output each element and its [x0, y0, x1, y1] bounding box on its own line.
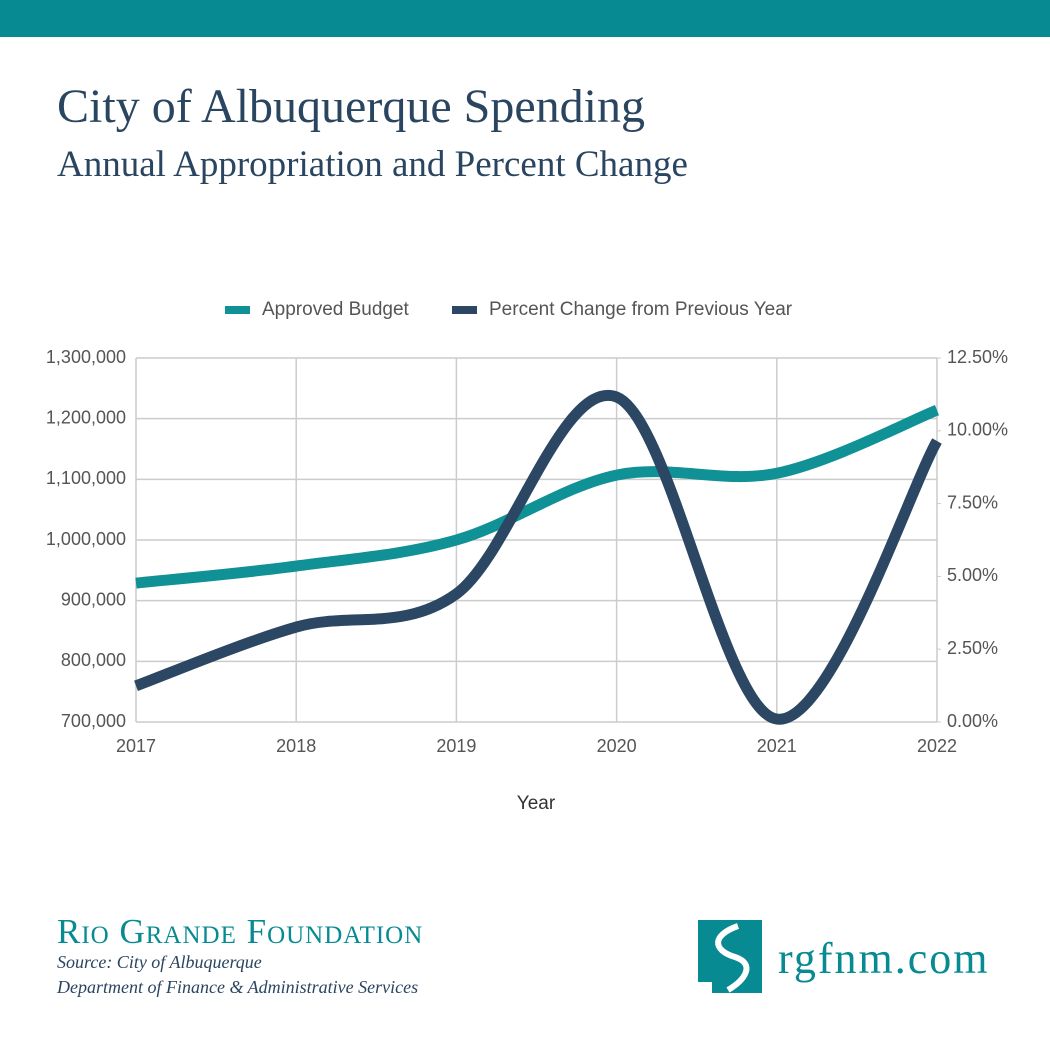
y2-tick-label: 7.50%: [947, 492, 998, 512]
y-tick-label: 1,200,000: [46, 407, 126, 427]
y-tick-label: 1,300,000: [46, 347, 126, 367]
y-tick-label: 800,000: [61, 650, 126, 670]
y-tick-label: 1,000,000: [46, 529, 126, 549]
series-line: [134, 389, 942, 725]
legend-label: Approved Budget: [262, 299, 410, 320]
y2-tick-label: 10.00%: [947, 420, 1008, 440]
x-tick-label: 2018: [276, 736, 316, 756]
y2-tick-label: 12.50%: [947, 347, 1008, 367]
y2-tick-label: 5.00%: [947, 565, 998, 585]
x-tick-label: 2017: [116, 736, 156, 756]
y-tick-label: 700,000: [61, 711, 126, 731]
organization: Rio Grande Foundation: [57, 912, 423, 951]
x-tick-label: 2019: [436, 736, 476, 756]
source-line: Source: City of Albuquerque: [57, 952, 262, 972]
logo-river: [715, 923, 750, 993]
x-tick-label: 2020: [597, 736, 637, 756]
y2-tick-label: 0.00%: [947, 711, 998, 731]
logo: [698, 920, 762, 993]
website: rgfnm.com: [778, 934, 990, 983]
y-tick-label: 900,000: [61, 589, 126, 609]
x-axis-title: Year: [517, 793, 556, 814]
legend-label: Percent Change from Previous Year: [489, 299, 793, 320]
x-tick-label: 2022: [917, 736, 957, 756]
series-line: [135, 405, 940, 589]
y2-tick-label: 2.50%: [947, 638, 998, 658]
x-tick-label: 2021: [757, 736, 797, 756]
source-line: Department of Finance & Administrative S…: [56, 977, 418, 997]
chart-subtitle: Annual Appropriation and Percent Change: [57, 144, 688, 185]
top-bar: [0, 0, 1050, 37]
y-tick-label: 1,100,000: [46, 468, 126, 488]
chart-title: City of Albuquerque Spending: [57, 80, 645, 133]
